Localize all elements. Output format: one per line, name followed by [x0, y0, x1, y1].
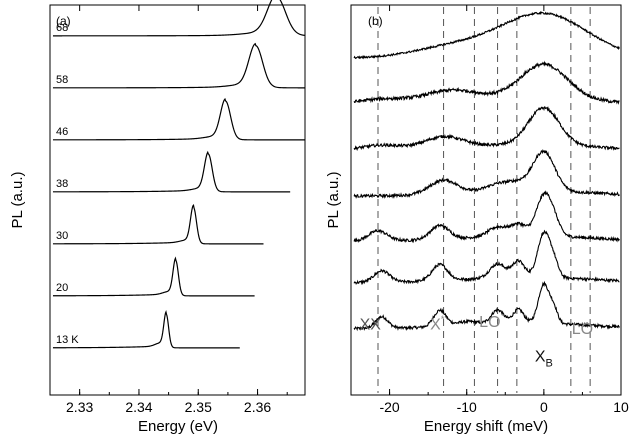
- panel-a: (a) 2.33 2.34 2.35 2.36 13 K 20 30 38 46 58 68 En…: [9, 0, 306, 435]
- panel-a-series-line: [52, 97, 305, 141]
- panel-a-series-line: [52, 42, 305, 89]
- panel-a-series-line: [52, 204, 264, 245]
- panel-b-series-line: [353, 10, 620, 60]
- panel-a-x-tick-label: 2.35: [185, 399, 212, 415]
- panel-b-series-line: [353, 280, 620, 332]
- panel-b-series-line: [353, 106, 620, 152]
- panel-b-x-axis-label: Energy shift (meV): [424, 418, 548, 435]
- panel-a-x-tick-label: 2.33: [66, 399, 93, 415]
- panel-a-x-ticks: 2.33 2.34 2.35 2.36: [49, 5, 288, 415]
- panel-b-annotation: X*: [430, 314, 445, 333]
- panel-a-series-line: [52, 0, 306, 37]
- panel-b-x-tick-label: -10: [457, 399, 477, 415]
- panel-b-reference-lines: [377, 7, 591, 393]
- panel-a-series-line: [52, 309, 240, 349]
- panel-b-annotation: LO: [572, 321, 593, 338]
- panel-b-frame: [350, 4, 622, 396]
- panel-a-series-label: 58: [56, 74, 68, 86]
- panel-b-series-line: [353, 190, 620, 244]
- panel-b-annotation: LO: [479, 314, 500, 331]
- panel-b-annotation: XX: [360, 316, 382, 333]
- panel-b-x-tick-label: 0: [540, 399, 548, 415]
- panel-a-series-line: [52, 256, 255, 297]
- panel-b-series: [353, 10, 620, 332]
- panel-a-series-label: 68: [56, 22, 68, 34]
- panel-a-y-axis-label: PL (a.u.): [9, 172, 26, 229]
- panel-b-x-tick-label: -20: [379, 399, 399, 415]
- panel-a-x-tick-label: 2.34: [125, 399, 152, 415]
- panel-b: (b) -20 -10 0 10 XX X* LO LO XB Energy shift (m…: [325, 4, 629, 435]
- panel-b-y-axis-label: PL (a.u.): [325, 172, 342, 229]
- panel-a-x-tick-label: 2.36: [244, 399, 271, 415]
- panel-a-x-axis-label: Energy (eV): [138, 418, 218, 435]
- panel-a-series-label: 20: [56, 282, 68, 294]
- panel-b-annotation: XB: [535, 349, 553, 370]
- panel-a-series-label: 46: [56, 126, 68, 138]
- panel-b-x-ticks: -20 -10 0 10: [350, 5, 629, 415]
- panel-a-frame: [49, 4, 306, 396]
- panel-b-x-tick-label: 10: [613, 399, 629, 415]
- panel-a-series-label: 13 K: [56, 334, 79, 346]
- panel-b-series-line: [353, 148, 620, 200]
- panel-a-series-label: 30: [56, 230, 68, 242]
- panel-a-series-line: [52, 150, 291, 193]
- panel-a-series-label: 38: [56, 178, 68, 190]
- panel-b-label: (b): [368, 14, 383, 28]
- panel-b-series-line: [353, 229, 620, 286]
- panel-b-series-line: [353, 60, 620, 105]
- panel-a-series: 13 K 20 30 38 46 58 68: [52, 0, 306, 349]
- panel-a-label: (a): [56, 14, 71, 28]
- panel-b-annotations: XX X* LO LO XB: [360, 314, 593, 370]
